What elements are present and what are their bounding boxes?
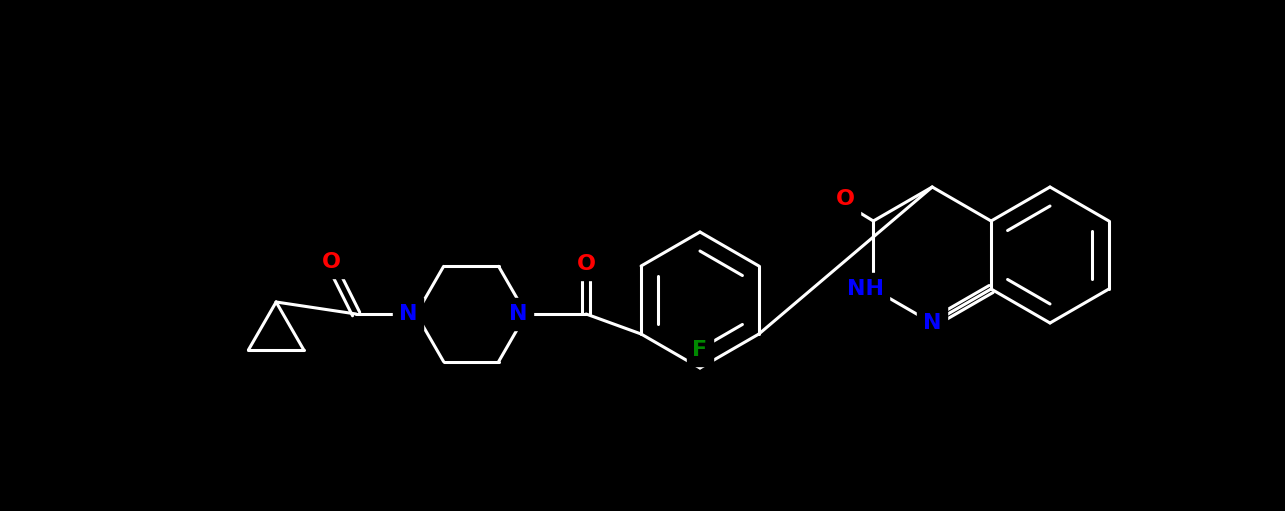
Text: O: O <box>835 189 855 209</box>
Text: O: O <box>321 252 341 272</box>
Text: F: F <box>693 340 708 360</box>
Text: N: N <box>923 313 942 333</box>
Text: O: O <box>577 254 596 274</box>
Text: N: N <box>398 304 418 324</box>
Text: N: N <box>509 304 527 324</box>
Text: NH: NH <box>847 279 884 299</box>
